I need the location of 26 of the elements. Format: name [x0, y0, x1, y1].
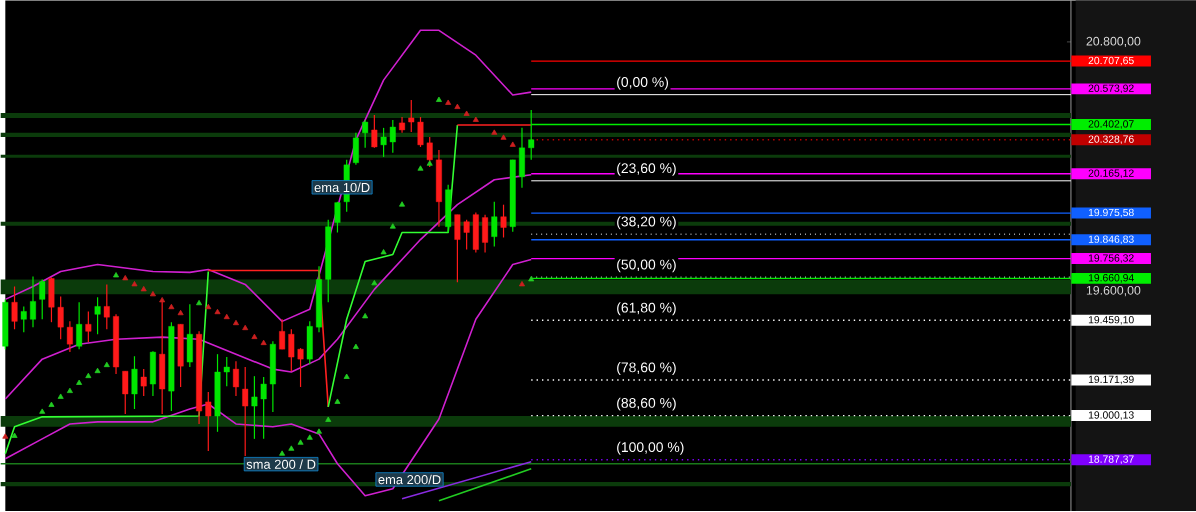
ref-line-label: 20.573,92: [1088, 84, 1134, 94]
annotation: (100,00 %): [617, 442, 684, 456]
annotation: (78,60 %): [617, 362, 676, 376]
ref-line-label: 20.165,12: [1088, 169, 1134, 179]
ref-line-label: 19.171,39: [1088, 375, 1134, 385]
ref-line-label: 18.787,37: [1088, 455, 1134, 465]
annotation: (23,60 %): [617, 163, 676, 177]
ref-line-label: 19.660,94: [1088, 274, 1134, 283]
ref-line-label: 19.000,13: [1088, 411, 1134, 421]
annotation: (38,20 %): [617, 216, 676, 230]
ref-line-label: 20.707,65: [1088, 57, 1134, 66]
annotation: ema 200/D: [378, 474, 441, 485]
ref-line-label: 19.459,10: [1088, 316, 1134, 325]
annotation: (88,60 %): [617, 397, 676, 411]
ref-line-label: 19.756,32: [1088, 254, 1134, 264]
annotation: (50,00 %): [617, 259, 676, 273]
y-tick-label: 20.800,00: [1086, 37, 1141, 48]
annotation: ema 10/D: [314, 182, 370, 193]
y-tick-label: 19.600,00: [1086, 286, 1141, 297]
annotation: (61,80 %): [617, 302, 676, 316]
ref-line-label: 19.975,58: [1088, 209, 1134, 218]
annotation: (0,00 %): [617, 76, 669, 90]
ref-line-label: 19.846,83: [1088, 235, 1134, 245]
ref-line-label: 20.328,76: [1088, 135, 1134, 145]
ref-line-label: 20.402,07: [1088, 120, 1134, 130]
annotation: sma 200 / D: [246, 459, 316, 470]
